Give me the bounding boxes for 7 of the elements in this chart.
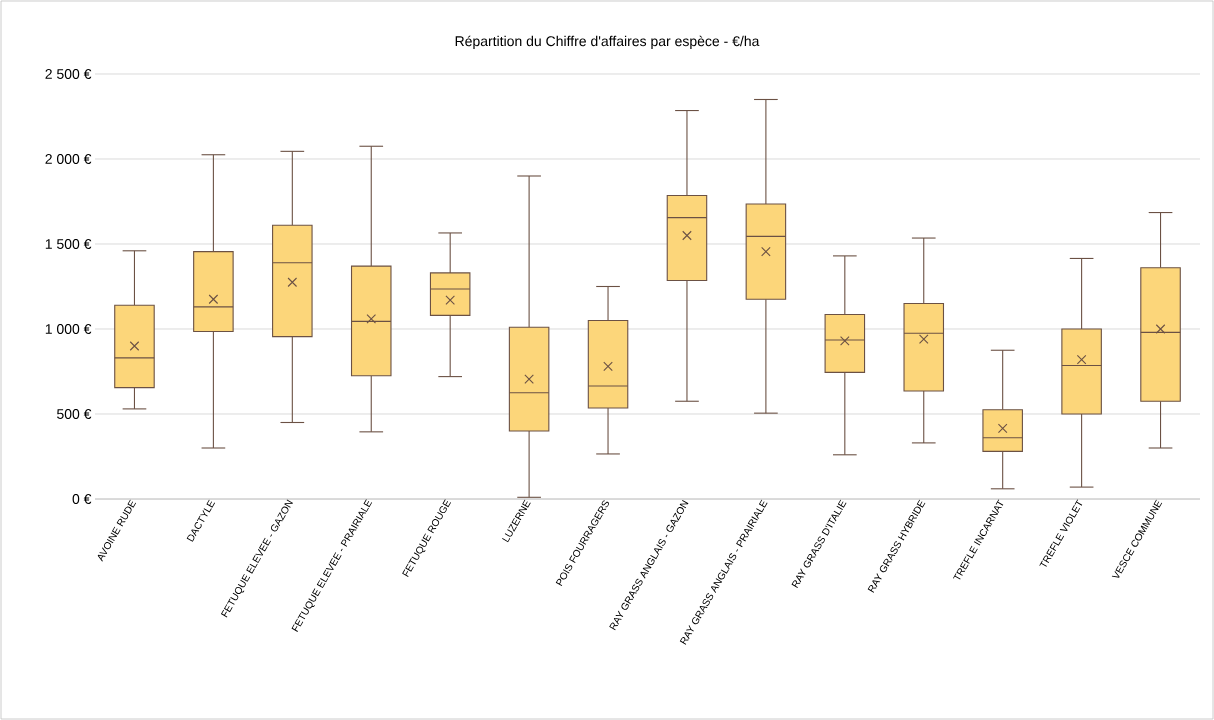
chart-title: Répartition du Chiffre d'affaires par espèce - €/ha — [455, 35, 760, 49]
y-tick-label: 2 500 € — [45, 69, 92, 79]
y-tick-label: 1 000 € — [45, 324, 92, 334]
y-tick-label: 0 € — [72, 494, 92, 504]
y-tick-label: 500 € — [57, 409, 92, 419]
y-tick-label: 2 000 € — [45, 154, 92, 164]
y-tick-label: 1 500 € — [45, 239, 92, 249]
